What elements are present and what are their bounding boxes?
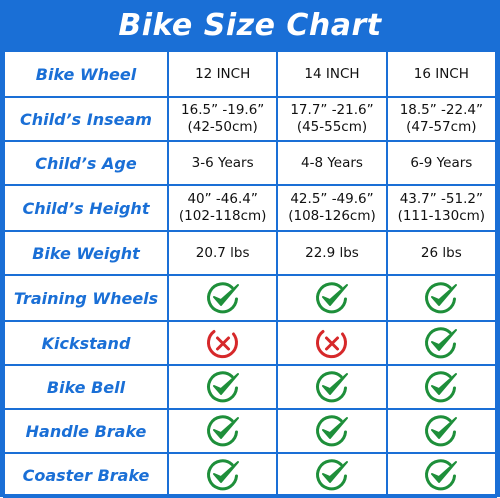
label-kickstand: Kickstand [3,320,169,366]
label-bike-bell: Bike Bell [3,364,169,410]
cell-age-16: 6-9 Years [385,140,498,186]
cell-inseam-12: 16.5” -19.6” (42-50cm) [166,96,279,142]
cell-bike-bell-14-inch [276,364,388,410]
cell-height-12: 40” -46.4” (102-118cm) [166,184,279,232]
cell-bike-bell-16-inch [385,364,498,410]
row-coaster-brake: Coaster Brake [3,452,498,498]
cell-handle-brake-12-inch [166,408,279,454]
row-handle-brake: Handle Brake [3,408,498,454]
label-bike-weight: Bike Weight [3,230,169,276]
cell-wheel-12: 12 INCH [166,50,279,98]
inseam-inches: 17.7” -21.6” [290,102,374,118]
inseam-cm: (47-57cm) [406,119,477,135]
cell-wheel-14: 14 INCH [276,50,388,98]
cell-kickstand-14-inch [276,320,388,366]
check-circle-icon [206,459,239,491]
check-circle-icon [425,282,458,314]
height-cm: (102-118cm) [178,208,267,224]
height-cm: (111-130cm) [397,208,486,224]
inseam-inches: 18.5” -22.4” [399,102,483,118]
check-circle-icon [206,282,239,314]
label-coaster-brake: Coaster Brake [3,452,169,498]
cell-handle-brake-14-inch [276,408,388,454]
cell-handle-brake-16-inch [385,408,498,454]
cell-kickstand-16-inch [385,320,498,366]
cell-training-wheels-16-inch [385,274,498,322]
cell-coaster-brake-12-inch [166,452,279,498]
row-child-inseam: Child’s Inseam 16.5” -19.6” (42-50cm) 17.… [3,96,498,142]
check-circle-icon [316,415,348,447]
row-child-height: Child’s Height 40” -46.4” (102-118cm) 42.… [3,184,498,232]
label-child-inseam: Child’s Inseam [3,96,169,142]
cross-circle-icon [206,330,238,359]
check-circle-icon [425,371,458,403]
row-bike-bell: Bike Bell [3,364,498,410]
cross-circle-icon [315,330,347,359]
cell-weight-12: 20.7 lbs [166,230,279,276]
cell-age-12: 3-6 Years [166,140,279,186]
check-circle-icon [425,415,458,447]
row-child-age: Child’s Age 3-6 Years 4-8 Years 6-9 Year… [3,140,498,186]
check-circle-icon [425,327,458,359]
label-bike-wheel: Bike Wheel [3,50,169,98]
cell-height-16: 43.7” -51.2” (111-130cm) [385,184,498,232]
cell-height-14: 42.5” -49.6” (108-126cm) [276,184,388,232]
row-bike-weight: Bike Weight 20.7 lbs 22.9 lbs 26 lbs [3,230,498,276]
cell-weight-14: 22.9 lbs [276,230,388,276]
check-circle-icon [316,371,348,403]
cell-kickstand-12-inch [166,320,279,366]
chart-title: Bike Size Chart [118,7,382,43]
label-child-height: Child’s Height [3,184,169,232]
row-kickstand: Kickstand [3,320,498,366]
check-circle-icon [425,459,458,491]
cell-training-wheels-14-inch [276,274,388,322]
cell-training-wheels-12-inch [166,274,279,322]
row-bike-wheel: Bike Wheel 12 INCH 14 INCH 16 INCH [3,50,498,98]
check-circle-icon [316,282,348,314]
cell-inseam-16: 18.5” -22.4” (47-57cm) [385,96,498,142]
cell-weight-16: 26 lbs [385,230,498,276]
label-child-age: Child’s Age [3,140,169,186]
row-training-wheels: Training Wheels [3,274,498,322]
height-inches: 42.5” -49.6” [290,191,374,207]
inseam-inches: 16.5” -19.6” [181,102,265,118]
cell-coaster-brake-14-inch [276,452,388,498]
cell-wheel-16: 16 INCH [385,50,498,98]
check-circle-icon [206,371,239,403]
cell-bike-bell-12-inch [166,364,279,410]
check-circle-icon [316,459,348,491]
height-cm: (108-126cm) [288,208,376,224]
label-training-wheels: Training Wheels [3,274,169,322]
height-inches: 43.7” -51.2” [399,191,483,207]
cell-inseam-14: 17.7” -21.6” (45-55cm) [276,96,388,142]
label-handle-brake: Handle Brake [3,408,169,454]
title-bar: Bike Size Chart [0,0,500,50]
size-chart-table: Bike Wheel 12 INCH 14 INCH 16 INCH Child… [3,50,498,498]
inseam-cm: (42-50cm) [187,119,258,135]
inseam-cm: (45-55cm) [296,119,368,135]
cell-age-14: 4-8 Years [276,140,388,186]
height-inches: 40” -46.4” [187,191,258,207]
check-circle-icon [206,415,239,447]
cell-coaster-brake-16-inch [385,452,498,498]
